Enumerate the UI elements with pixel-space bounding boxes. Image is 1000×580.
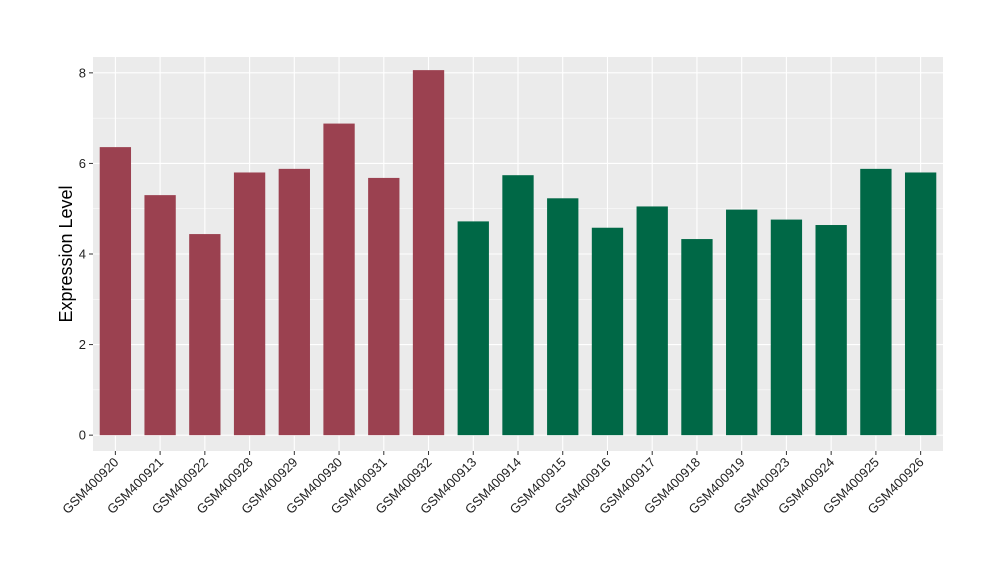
bar-GSM400913 [457,221,489,436]
bar-GSM400918 [681,239,713,436]
bar-GSM400920 [99,147,132,436]
bar-GSM400917 [636,206,668,436]
bar-GSM400922 [189,234,221,436]
bar-GSM400924 [815,225,847,436]
bar-GSM400931 [368,177,400,436]
y-axis: 0 2 4 6 8 [79,65,93,443]
y-tick-label: 4 [79,247,86,262]
bars [99,70,937,436]
bar-GSM400928 [233,172,266,436]
y-tick-label: 6 [79,156,86,171]
bar-GSM400932 [412,70,445,436]
bar-GSM400921 [144,195,176,436]
x-axis: GSM400920GSM400921GSM400922GSM400928GSM4… [59,451,927,517]
bar-GSM400916 [591,227,624,436]
bar-GSM400930 [323,123,355,436]
bar-GSM400929 [278,168,310,436]
y-tick-label: 8 [79,65,86,80]
bar-GSM400926 [904,172,937,436]
y-tick-label: 2 [79,337,86,352]
y-tick-label: 0 [79,428,86,443]
bar-GSM400914 [502,175,534,436]
bar-GSM400925 [860,168,892,436]
bar-GSM400919 [726,209,758,436]
bar-GSM400915 [547,198,579,436]
bar-GSM400923 [770,219,803,436]
y-axis-title: Expression Level [56,185,76,322]
